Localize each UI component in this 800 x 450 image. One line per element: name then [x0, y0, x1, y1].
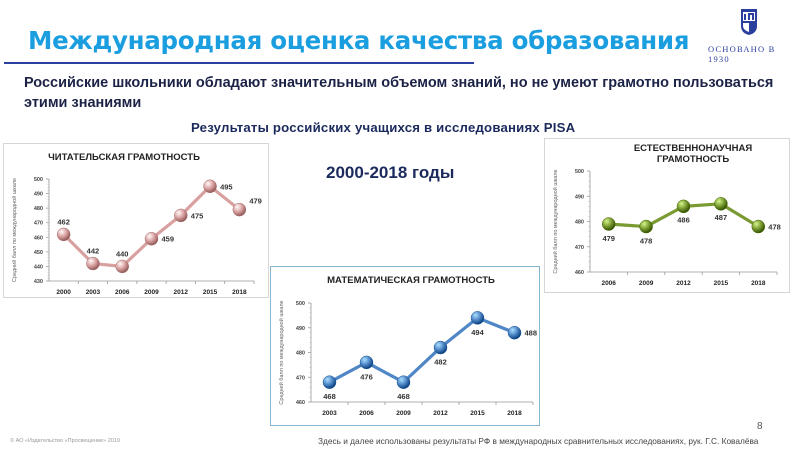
y-axis-label: Средний балл по международной шкале [552, 169, 559, 273]
y-tick-label: 490 [575, 194, 584, 200]
data-point-marker [601, 217, 616, 231]
data-point-marker [676, 199, 691, 214]
y-tick-label: 440 [34, 264, 43, 270]
x-tick-label: 2012 [433, 410, 448, 417]
y-tick-label: 500 [575, 169, 584, 175]
data-value-label: 479 [602, 234, 615, 243]
y-axis-label: Средний балл по международной шкале [278, 300, 285, 404]
y-tick-label: 480 [34, 206, 43, 212]
x-tick-label: 2006 [601, 280, 616, 287]
chart-title: ГРАМОТНОСТЬ [657, 154, 730, 165]
x-tick-label: 2006 [115, 289, 130, 296]
data-point-marker [470, 311, 485, 325]
math-chart-svg: МАТЕМАТИЧЕСКАЯ ГРАМОТНОСТЬ Средний балл п… [278, 275, 538, 417]
y-tick-label: 480 [575, 220, 584, 226]
data-point-marker [507, 325, 522, 340]
title-underline [4, 62, 474, 64]
x-tick-label: 2000 [56, 289, 71, 296]
data-value-label: 478 [768, 223, 781, 232]
data-point-marker [396, 375, 411, 389]
data-point-marker [115, 259, 129, 274]
data-point-marker [232, 202, 247, 217]
data-point-marker [56, 227, 71, 242]
x-tick-label: 2009 [144, 289, 159, 296]
x-tick-label: 2018 [751, 280, 766, 287]
data-value-label: 494 [471, 328, 484, 337]
y-tick-label: 470 [575, 245, 584, 251]
data-point-marker [174, 208, 188, 223]
data-value-label: 468 [323, 392, 336, 401]
x-tick-label: 2003 [86, 289, 101, 296]
y-tick-label: 460 [34, 235, 43, 241]
period-label: 2000-2018 годы [326, 163, 455, 182]
x-tick-label: 2009 [639, 280, 654, 287]
data-value-label: 495 [220, 182, 233, 191]
data-value-label: 476 [360, 372, 373, 381]
section-heading: Результаты российских учащихся в исследо… [191, 120, 576, 135]
founded-caption: ОСНОВАНО В 1930 [708, 44, 776, 64]
x-tick-label: 2015 [203, 289, 218, 296]
reading-chart-svg: ЧИТАТЕЛЬСКАЯ ГРАМОТНОСТЬ Средний балл по … [11, 152, 262, 296]
reading-literacy-chart: ЧИТАТЕЛЬСКАЯ ГРАМОТНОСТЬ Средний балл по … [3, 143, 269, 298]
x-tick-label: 2006 [359, 410, 374, 417]
data-value-label: 487 [715, 213, 728, 222]
x-tick-label: 2018 [232, 289, 247, 296]
math-literacy-chart: МАТЕМАТИЧЕСКАЯ ГРАМОТНОСТЬ Средний балл п… [270, 266, 540, 426]
y-tick-label: 430 [34, 279, 43, 285]
data-point-marker [359, 355, 374, 370]
y-tick-label: 470 [34, 221, 43, 227]
x-tick-label: 2009 [396, 410, 411, 417]
chart-title: МАТЕМАТИЧЕСКАЯ ГРАМОТНОСТЬ [327, 275, 495, 286]
data-value-label: 486 [677, 215, 690, 224]
y-tick-label: 490 [296, 326, 305, 332]
data-value-label: 475 [191, 211, 204, 220]
x-tick-label: 2015 [714, 280, 729, 287]
x-tick-label: 2012 [676, 280, 691, 287]
data-value-label: 478 [640, 237, 653, 246]
copyright-note: © АО «Издательство «Просвещение» 2019 [10, 438, 120, 444]
data-point-marker [433, 340, 448, 355]
data-value-label: 479 [249, 197, 262, 206]
data-value-label: 462 [57, 217, 70, 226]
page-number: 8 [757, 421, 763, 432]
y-tick-label: 470 [296, 375, 305, 381]
data-point-marker [203, 179, 217, 194]
data-value-label: 442 [87, 247, 100, 256]
data-value-label: 440 [116, 249, 129, 258]
x-tick-label: 2003 [322, 410, 337, 417]
data-point-marker [86, 256, 100, 271]
data-point-marker [144, 231, 159, 246]
data-value-label: 488 [525, 329, 538, 338]
data-value-label: 459 [162, 235, 175, 244]
y-tick-label: 500 [34, 177, 43, 183]
y-tick-label: 500 [296, 301, 305, 307]
data-point-marker [714, 197, 728, 211]
data-point-marker [639, 219, 653, 234]
y-tick-label: 490 [34, 192, 43, 198]
page-title: Международная оценка качества образовани… [28, 26, 690, 55]
y-tick-label: 450 [34, 250, 43, 256]
y-tick-label: 460 [575, 270, 584, 276]
data-line [328, 316, 516, 384]
data-point-marker [322, 375, 337, 389]
x-tick-label: 2018 [507, 410, 522, 417]
chart-title: ЕСТЕСТВЕННОНАУЧНАЯ [634, 143, 752, 154]
data-value-label: 482 [434, 358, 447, 367]
x-tick-label: 2015 [470, 410, 485, 417]
y-axis-label: Средний балл по международной шкале [11, 178, 18, 282]
data-value-label: 468 [397, 392, 410, 401]
data-point-marker [751, 219, 766, 234]
publisher-logo-icon [741, 9, 757, 35]
x-tick-label: 2012 [174, 289, 189, 296]
y-tick-label: 480 [296, 351, 305, 357]
science-literacy-chart: ЕСТЕСТВЕННОНАУЧНАЯ ГРАМОТНОСТЬ Средний бал… [544, 138, 790, 293]
chart-title: ЧИТАТЕЛЬСКАЯ ГРАМОТНОСТЬ [48, 152, 200, 163]
y-tick-label: 460 [296, 400, 305, 406]
source-footnote: Здесь и далее использованы результаты РФ… [318, 436, 759, 446]
slide-subtitle: Российские школьники обладают значительн… [24, 75, 774, 111]
